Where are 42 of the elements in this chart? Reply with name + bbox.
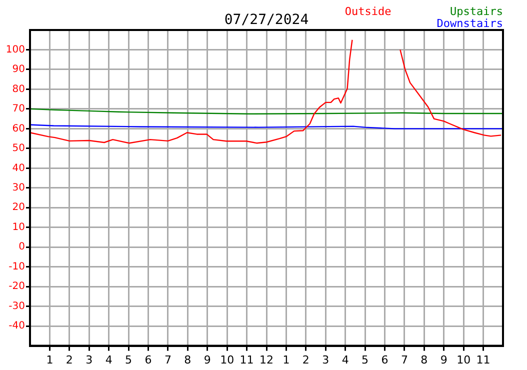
x-tick-label: 12 — [260, 353, 274, 366]
x-tick-label: 11 — [240, 353, 254, 366]
x-tick-label: 9 — [440, 353, 448, 366]
x-tick-label: 6 — [381, 353, 388, 366]
y-tick-label: 0 — [18, 242, 25, 253]
y-tick-label: 50 — [12, 143, 25, 154]
x-tick-label: 3 — [322, 353, 330, 366]
y-tick-label: 10 — [12, 222, 25, 233]
x-tick-label: 1 — [46, 353, 54, 366]
x-tick-label: 10 — [220, 353, 234, 366]
y-tick-label: 40 — [12, 162, 25, 174]
y-tick-label: 70 — [12, 104, 25, 115]
chart-title: 07/27/2024 — [224, 12, 309, 28]
y-tick-label: -10 — [8, 261, 25, 272]
y-tick-label: 20 — [12, 202, 25, 214]
y-tick-label: -40 — [8, 320, 25, 332]
x-tick-label: 1 — [282, 353, 290, 366]
y-tick-label: 90 — [12, 64, 25, 76]
y-tick-label: -30 — [8, 300, 25, 312]
y-tick-label: 30 — [12, 182, 25, 194]
x-tick-label: 3 — [86, 353, 93, 366]
x-tick-label: 8 — [420, 353, 428, 366]
text: Outside — [344, 5, 392, 18]
x-tick-label: 7 — [400, 353, 408, 366]
y-tick-label: 80 — [12, 84, 25, 95]
x-tick-label: 4 — [342, 353, 349, 366]
y-tick-label: 60 — [12, 123, 25, 134]
x-tick-label: 8 — [184, 353, 192, 366]
x-tick-label: 5 — [362, 353, 369, 366]
x-tick-label: 6 — [144, 353, 152, 366]
y-tick-label: -20 — [8, 281, 25, 292]
text: Downstairs — [436, 17, 503, 30]
text: Upstairs — [450, 5, 503, 18]
x-tick-label: 5 — [125, 353, 132, 366]
y-tick-label: 100 — [6, 44, 25, 56]
x-tick-label: 11 — [476, 353, 490, 366]
x-tick-label: 2 — [302, 353, 310, 366]
x-tick-label: 10 — [456, 353, 471, 366]
x-tick-label: 4 — [105, 353, 112, 366]
x-tick-label: 2 — [66, 353, 73, 366]
x-tick-label: 7 — [164, 353, 172, 366]
x-tick-label: 9 — [204, 353, 211, 366]
